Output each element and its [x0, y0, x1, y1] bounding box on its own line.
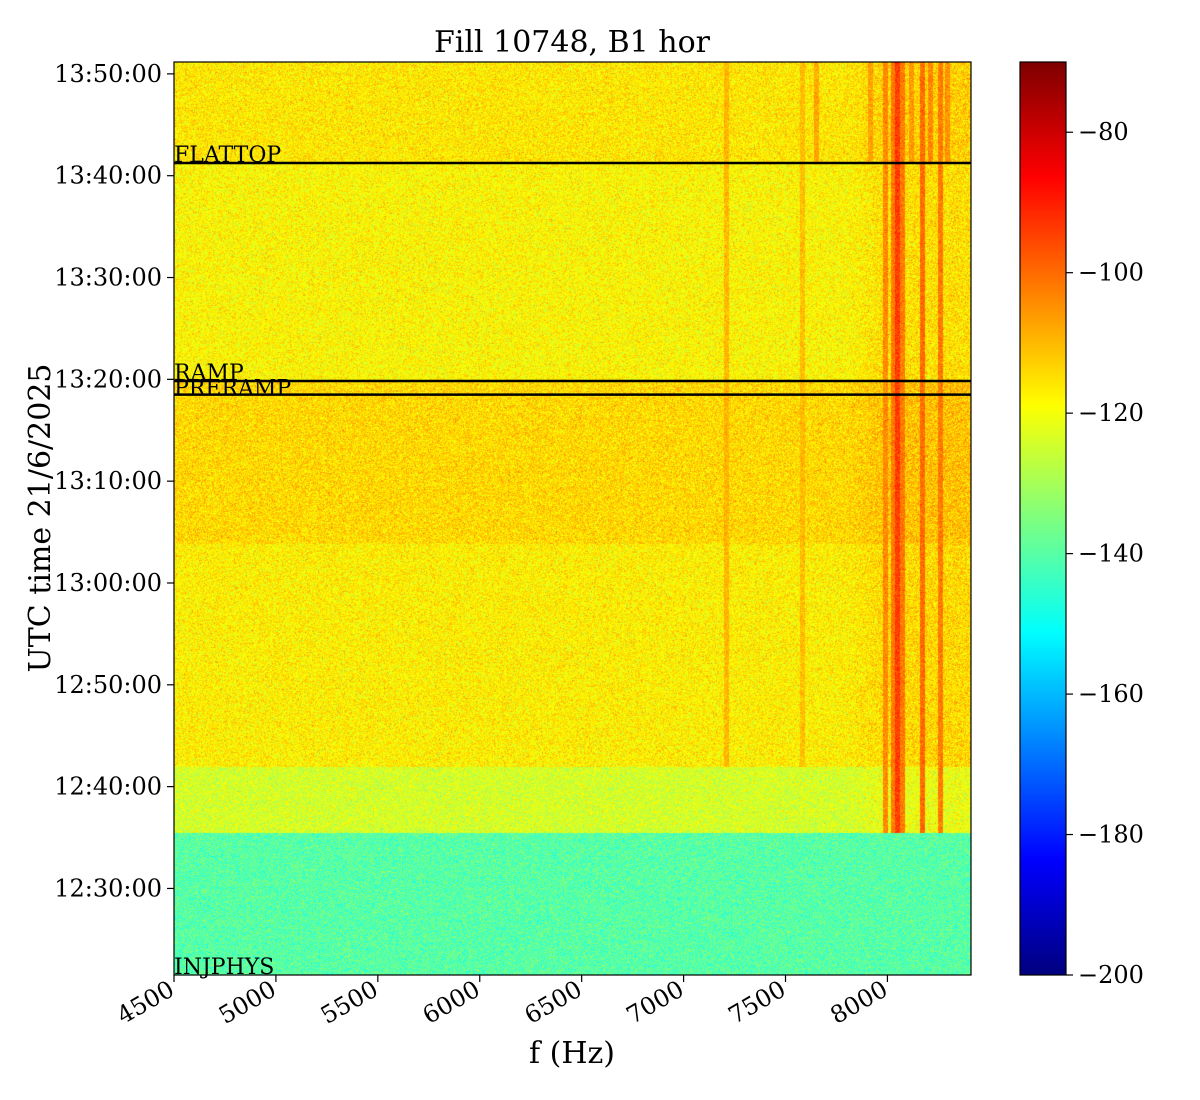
x-tick-label: 5500	[316, 975, 383, 1030]
colorbar-ticks: −200 −180 −160 −140 −120 −100 −80	[1066, 118, 1144, 989]
colorbar-tick-label: −180	[1078, 821, 1144, 849]
colorbar-tick-label: −120	[1078, 399, 1144, 427]
y-axis-label: UTC time 21/6/2025	[23, 364, 58, 673]
x-tick-label: 6500	[520, 975, 587, 1030]
x-axis-ticks: 4500 5000 5500 6000 6500 7000 7500 8000	[112, 975, 892, 1030]
colorbar-tick-label: −80	[1078, 118, 1129, 146]
colorbar-tick-label: −200	[1078, 961, 1144, 989]
colorbar-tick-label: −160	[1078, 680, 1144, 708]
marker-label-injphys: INJPHYS	[174, 955, 274, 980]
y-tick-label: 12:40:00	[54, 773, 162, 801]
colorbar-frame	[1019, 61, 1067, 976]
colorbar: −200 −180 −160 −140 −120 −100 −80	[1019, 61, 1144, 989]
y-tick-label: 12:50:00	[54, 671, 162, 699]
marker-label-ramp: RAMP	[174, 361, 244, 386]
heatmap-canvas	[174, 62, 971, 975]
plot-frame	[173, 61, 972, 976]
x-tick-label: 4500	[112, 975, 179, 1030]
chart-title: Fill 10748, B1 hor	[434, 25, 711, 60]
x-tick-label: 7000	[622, 975, 689, 1030]
y-tick-label: 13:00:00	[54, 569, 162, 597]
y-tick-label: 13:20:00	[54, 365, 162, 393]
y-tick-label: 12:30:00	[54, 874, 162, 902]
y-tick-label: 13:10:00	[54, 467, 162, 495]
x-tick-label: 5000	[214, 975, 281, 1030]
marker-label-preramp: PRERAMP	[174, 377, 291, 402]
marker-label-flattop: FLATTOP	[174, 143, 281, 168]
y-tick-label: 13:30:00	[54, 264, 162, 292]
x-tick-label: 7500	[724, 975, 791, 1030]
x-axis-label: f (Hz)	[529, 1036, 615, 1071]
x-tick-label: 6000	[418, 975, 485, 1030]
x-tick-label: 8000	[826, 975, 893, 1030]
y-tick-label: 13:50:00	[54, 60, 162, 88]
colorbar-gradient	[1020, 62, 1066, 975]
colorbar-tick-label: −100	[1078, 259, 1144, 287]
y-axis-ticks: 12:30:00 12:40:00 12:50:00 13:00:00 13:10:00…	[54, 60, 174, 902]
colorbar-tick-label: −140	[1078, 540, 1144, 568]
y-tick-label: 13:40:00	[54, 162, 162, 190]
